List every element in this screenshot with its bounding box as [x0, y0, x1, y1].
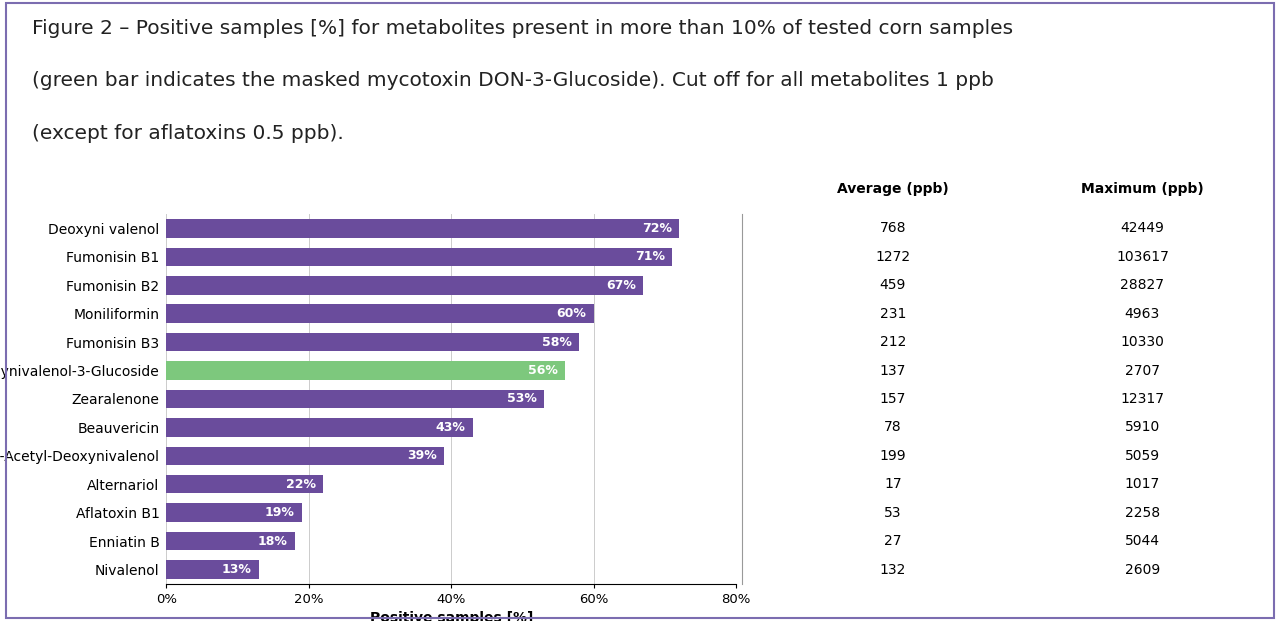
Bar — [166, 475, 323, 494]
Bar — [166, 361, 566, 380]
Bar — [166, 390, 544, 408]
Bar — [166, 304, 594, 323]
Text: 2258: 2258 — [1125, 505, 1160, 520]
Text: 459: 459 — [879, 278, 906, 292]
Text: (except for aflatoxins 0.5 ppb).: (except for aflatoxins 0.5 ppb). — [32, 124, 344, 143]
Text: 10330: 10330 — [1120, 335, 1165, 349]
Text: 53: 53 — [884, 505, 901, 520]
Text: 12317: 12317 — [1120, 392, 1165, 406]
Text: 231: 231 — [879, 307, 906, 320]
Text: 71%: 71% — [635, 250, 664, 263]
Text: 199: 199 — [879, 449, 906, 463]
Bar — [166, 532, 294, 550]
Text: 768: 768 — [879, 222, 906, 235]
Text: 78: 78 — [884, 420, 901, 435]
Text: 137: 137 — [879, 363, 906, 378]
Bar — [166, 418, 472, 437]
Text: 132: 132 — [879, 563, 906, 576]
Bar — [166, 219, 680, 238]
Text: 2609: 2609 — [1125, 563, 1160, 576]
Text: 39%: 39% — [407, 450, 436, 463]
Bar — [166, 446, 444, 465]
Text: 72%: 72% — [643, 222, 672, 235]
Bar — [166, 248, 672, 266]
Text: 18%: 18% — [257, 535, 288, 548]
Text: 1017: 1017 — [1125, 478, 1160, 491]
Text: 22%: 22% — [285, 478, 316, 491]
Text: 67%: 67% — [607, 279, 636, 292]
Bar — [166, 504, 302, 522]
Text: 13%: 13% — [221, 563, 252, 576]
Text: 5044: 5044 — [1125, 534, 1160, 548]
Bar — [166, 333, 580, 351]
Text: 56%: 56% — [529, 364, 558, 377]
Text: 27: 27 — [884, 534, 901, 548]
Text: Figure 2 – Positive samples [%] for metabolites present in more than 10% of test: Figure 2 – Positive samples [%] for meta… — [32, 19, 1014, 38]
Text: 58%: 58% — [543, 335, 572, 348]
Text: Average (ppb): Average (ppb) — [837, 182, 948, 196]
Text: 4963: 4963 — [1125, 307, 1160, 320]
Text: 103617: 103617 — [1116, 250, 1169, 264]
Text: 43%: 43% — [435, 421, 466, 434]
Text: 5910: 5910 — [1125, 420, 1160, 435]
Text: 212: 212 — [879, 335, 906, 349]
Bar — [166, 560, 259, 579]
Text: 5059: 5059 — [1125, 449, 1160, 463]
Text: 17: 17 — [884, 478, 901, 491]
Text: 60%: 60% — [557, 307, 586, 320]
Text: 53%: 53% — [507, 392, 536, 406]
Text: 19%: 19% — [265, 506, 294, 519]
X-axis label: Positive samples [%]: Positive samples [%] — [370, 611, 532, 621]
Text: 2707: 2707 — [1125, 363, 1160, 378]
Text: Maximum (ppb): Maximum (ppb) — [1082, 182, 1203, 196]
Text: 157: 157 — [879, 392, 906, 406]
Bar — [166, 276, 644, 294]
Text: 28827: 28827 — [1120, 278, 1165, 292]
Text: 1272: 1272 — [876, 250, 910, 264]
Text: 42449: 42449 — [1120, 222, 1165, 235]
Text: (green bar indicates the masked mycotoxin DON-3-Glucoside). Cut off for all meta: (green bar indicates the masked mycotoxi… — [32, 71, 993, 91]
